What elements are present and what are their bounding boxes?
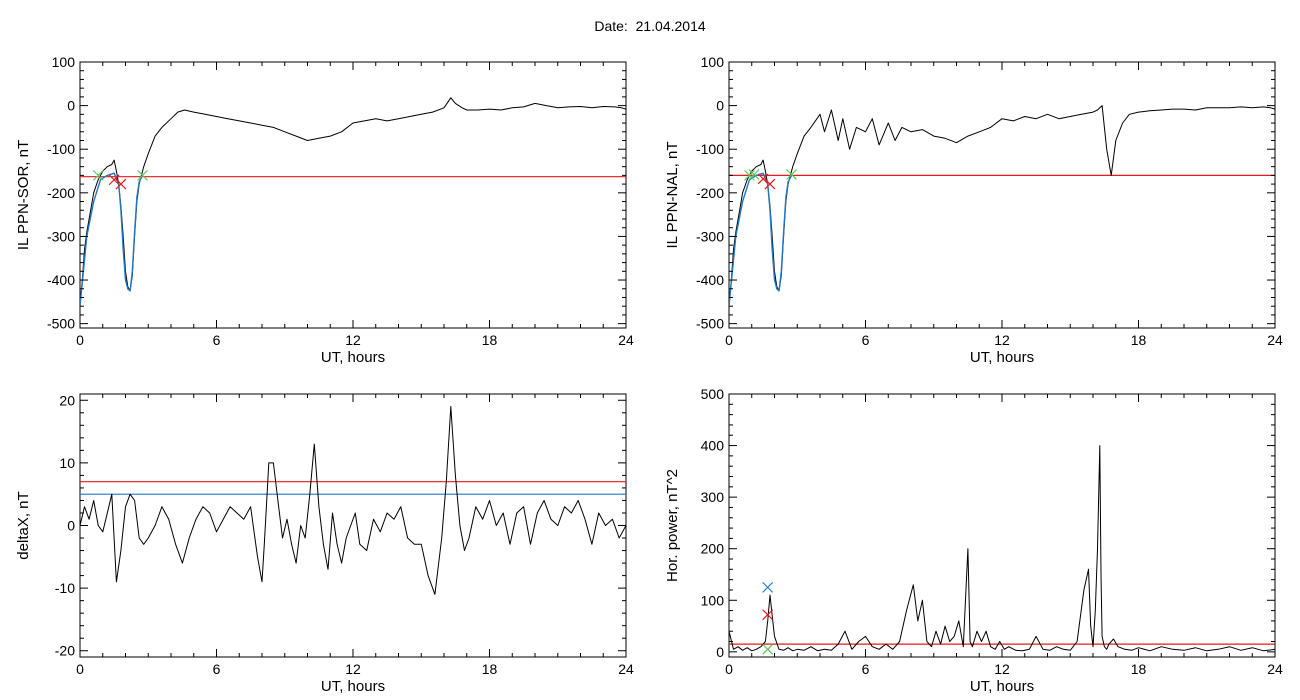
chart-panel-3: 0 6 12 18 24 20 10 0 -10 -20 UT, hours deltaX, nT (15, 392, 634, 695)
series-trace-black (729, 105, 1275, 307)
y-tick-label: 200 (701, 541, 725, 557)
marker-x-green (744, 169, 755, 181)
y-tick-label: 100 (52, 54, 76, 70)
plot-area (80, 97, 626, 307)
chart-panel-4: 0 6 12 18 24 500 400 300 200 100 0 UT, hours Hor. po… (664, 386, 1283, 695)
y-tick-label: -100 (696, 141, 724, 157)
marker-stroke (108, 174, 120, 186)
marker-stroke (762, 581, 774, 593)
y-axis-label: IL PPN-SOR, nT (15, 140, 32, 250)
x-axis-label: UT, hours (970, 678, 1034, 695)
marker-x-green (786, 169, 797, 180)
x-tick-label: 6 (862, 661, 870, 677)
y-tick-label: -20 (55, 643, 75, 659)
x-tick-label: 18 (482, 661, 498, 677)
x-tick-label: 18 (1131, 661, 1147, 677)
series-trace-blue (80, 172, 144, 307)
plot-frame (79, 61, 627, 329)
marker-x-red (762, 609, 774, 621)
y-tick-label: 0 (716, 98, 724, 114)
y-axis-label: Hor. power, nT^2 (664, 469, 681, 582)
marker-stroke (757, 173, 769, 185)
y-tick-label: -300 (47, 228, 75, 244)
y-tick-label: -500 (47, 316, 75, 332)
x-tick-label: 18 (482, 332, 498, 348)
x-tick-label: 6 (213, 332, 221, 348)
y-tick-label: 100 (701, 54, 725, 70)
y-tick-label: -300 (696, 228, 724, 244)
chart-panel-1: 0 6 12 18 24 100 0 -100 -200 -300 -400 -500 UT, hour… (15, 54, 634, 366)
x-axis-label: UT, hours (321, 349, 385, 366)
plot-frame (79, 393, 627, 658)
plot-frame (728, 61, 1276, 329)
y-tick-label: 0 (67, 518, 75, 534)
marker-x-green (762, 643, 774, 655)
series-trace-black (80, 406, 626, 595)
marker-stroke (762, 609, 774, 621)
marker-stroke (764, 178, 776, 190)
y-axis-label: deltaX, nT (15, 491, 32, 559)
date-label: Date: (594, 18, 628, 34)
plot-frame (728, 393, 1276, 658)
x-tick-label: 24 (1267, 661, 1283, 677)
plot-area (729, 105, 1275, 307)
x-tick-label: 0 (725, 661, 733, 677)
marker-stroke (137, 169, 148, 181)
series-trace-blue (729, 172, 793, 307)
date-value: 21.04.2014 (635, 18, 706, 34)
marker-stroke (744, 169, 755, 181)
y-tick-label: -500 (696, 316, 724, 332)
x-tick-label: 12 (345, 661, 361, 677)
marker-stroke (748, 169, 760, 180)
marker-x-red (764, 178, 776, 190)
y-tick-label: -400 (47, 272, 75, 288)
marker-stroke (115, 178, 127, 190)
marker-x-green (137, 169, 148, 181)
x-tick-label: 12 (345, 332, 361, 348)
x-tick-label: 0 (76, 661, 84, 677)
y-tick-label: -10 (55, 580, 75, 596)
y-tick-label: -200 (47, 185, 75, 201)
y-axis-label: IL PPN-NAL, nT (664, 142, 681, 249)
y-tick-label: 100 (701, 592, 725, 608)
x-tick-label: 24 (618, 332, 634, 348)
y-tick-label: -100 (47, 141, 75, 157)
marker-x-red (108, 174, 120, 186)
marker-stroke (762, 643, 774, 655)
x-tick-label: 12 (994, 332, 1010, 348)
marker-x-green (748, 169, 760, 180)
figure-title: Date: 21.04.2014 (0, 18, 1300, 34)
series-trace-black (80, 97, 626, 307)
x-tick-label: 6 (213, 661, 221, 677)
series-trace-black (729, 445, 1275, 652)
marker-stroke (92, 169, 104, 181)
y-tick-label: 20 (59, 392, 75, 408)
marker-stroke (786, 169, 797, 180)
plot-area (729, 445, 1275, 655)
marker-x-red (115, 178, 127, 190)
marker-x-green (92, 169, 104, 181)
y-tick-label: -400 (696, 272, 724, 288)
y-tick-label: 500 (701, 386, 725, 402)
chart-panel-2: 0 6 12 18 24 100 0 -100 -200 -300 -400 -500 UT, hour… (664, 54, 1283, 366)
y-tick-label: 300 (701, 489, 725, 505)
x-tick-label: 24 (1267, 332, 1283, 348)
x-tick-label: 12 (994, 661, 1010, 677)
marker-x-red (757, 173, 769, 185)
x-tick-label: 24 (618, 661, 634, 677)
x-axis-label: UT, hours (321, 678, 385, 695)
x-axis-label: UT, hours (970, 349, 1034, 366)
x-tick-label: 0 (76, 332, 84, 348)
y-tick-label: 0 (67, 98, 75, 114)
y-tick-label: 10 (59, 455, 75, 471)
plot-area (80, 406, 626, 595)
y-tick-label: -200 (696, 185, 724, 201)
marker-x-blue (762, 581, 774, 593)
y-tick-label: 400 (701, 438, 725, 454)
x-tick-label: 6 (862, 332, 870, 348)
y-tick-label: 0 (716, 644, 724, 660)
x-tick-label: 0 (725, 332, 733, 348)
x-tick-label: 18 (1131, 332, 1147, 348)
